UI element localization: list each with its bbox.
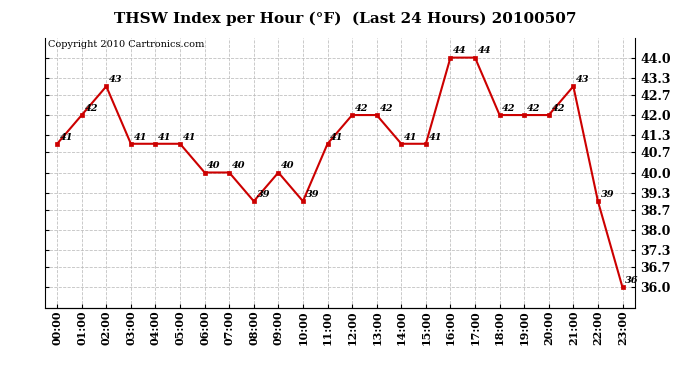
Text: 42: 42 <box>527 104 540 113</box>
Text: 41: 41 <box>428 133 442 142</box>
Text: 40: 40 <box>281 161 295 170</box>
Text: 42: 42 <box>502 104 516 113</box>
Text: 40: 40 <box>232 161 246 170</box>
Text: 40: 40 <box>208 161 221 170</box>
Text: 39: 39 <box>257 190 270 199</box>
Text: 41: 41 <box>331 133 344 142</box>
Text: 42: 42 <box>355 104 368 113</box>
Text: THSW Index per Hour (°F)  (Last 24 Hours) 20100507: THSW Index per Hour (°F) (Last 24 Hours)… <box>114 11 576 26</box>
Text: 41: 41 <box>158 133 172 142</box>
Text: 41: 41 <box>183 133 197 142</box>
Text: 41: 41 <box>60 133 73 142</box>
Text: 39: 39 <box>306 190 319 199</box>
Text: 44: 44 <box>477 46 491 56</box>
Text: 43: 43 <box>109 75 123 84</box>
Text: 44: 44 <box>453 46 466 56</box>
Text: 43: 43 <box>576 75 590 84</box>
Text: Copyright 2010 Cartronics.com: Copyright 2010 Cartronics.com <box>48 40 204 49</box>
Text: 39: 39 <box>601 190 614 199</box>
Text: 42: 42 <box>84 104 98 113</box>
Text: 42: 42 <box>380 104 393 113</box>
Text: 41: 41 <box>134 133 147 142</box>
Text: 41: 41 <box>404 133 417 142</box>
Text: 36: 36 <box>625 276 639 285</box>
Text: 42: 42 <box>551 104 565 113</box>
